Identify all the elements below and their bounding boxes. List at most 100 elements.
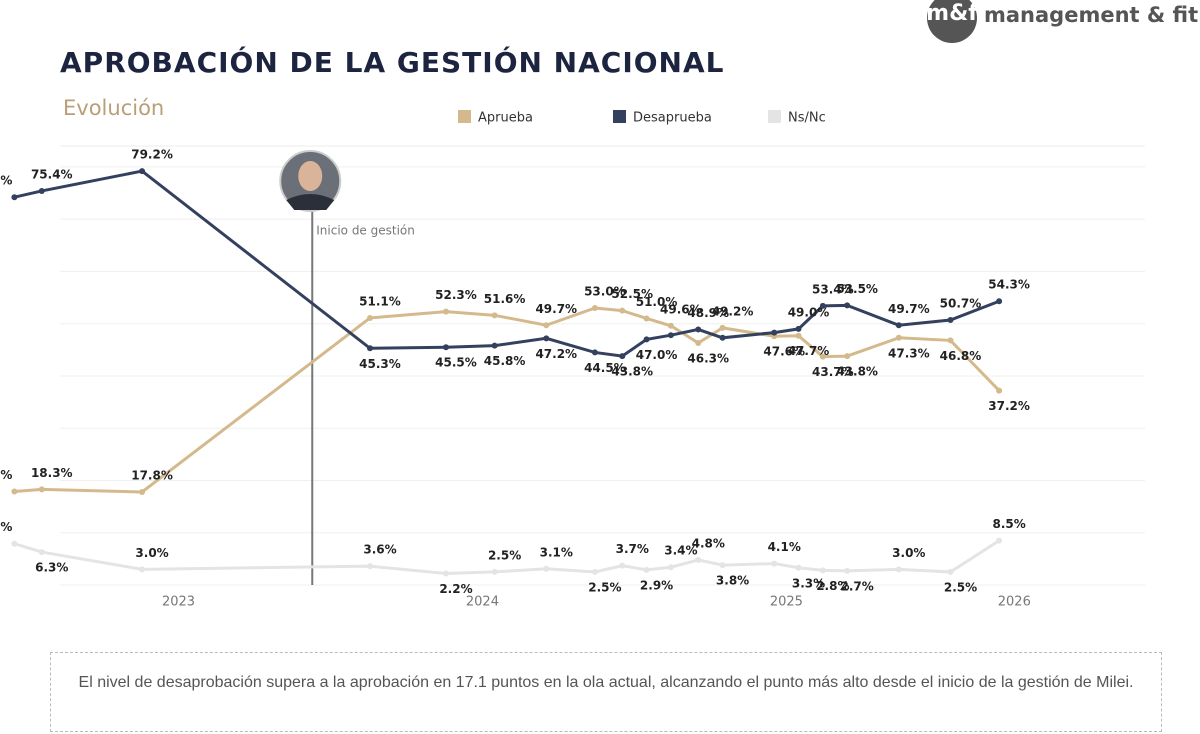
data-point: [795, 325, 802, 332]
data-label: 17.9%: [0, 468, 12, 482]
data-label: 47.7%: [788, 344, 830, 358]
data-label: 50.7%: [940, 297, 982, 311]
data-point: [543, 565, 550, 572]
data-point: [819, 567, 826, 574]
data-point: [819, 353, 826, 360]
data-label: 3.0%: [135, 546, 168, 560]
data-point: [844, 353, 851, 360]
data-point: [38, 549, 45, 556]
data-label: 52.5%: [611, 287, 653, 301]
data-point: [591, 305, 598, 312]
data-point: [38, 187, 45, 194]
data-point: [139, 168, 146, 175]
data-point: [996, 298, 1003, 305]
data-label: 4.8%: [692, 536, 725, 550]
data-label: 3.4%: [664, 544, 697, 558]
data-point: [795, 332, 802, 339]
series-line: [14, 169, 1000, 358]
data-label: 3.0%: [892, 546, 925, 560]
footer-note: El nivel de desaprobación supera a la ap…: [50, 652, 1162, 732]
data-label: 53.5%: [836, 282, 878, 296]
data-label: 51.0%: [636, 295, 678, 309]
data-point: [591, 349, 598, 356]
data-label: 43.8%: [836, 365, 878, 379]
x-tick-label: 2023: [162, 595, 195, 610]
x-tick-label: 2024: [466, 595, 499, 610]
data-label: 37.2%: [988, 399, 1030, 413]
data-point: [491, 568, 498, 575]
data-point: [719, 562, 726, 569]
data-point: [643, 315, 650, 322]
data-point: [844, 567, 851, 574]
data-point: [844, 302, 851, 309]
x-tick-label: 2026: [998, 595, 1031, 610]
data-label: 51.6%: [484, 292, 526, 306]
data-label: 43.8%: [611, 365, 653, 379]
data-point: [139, 566, 146, 573]
data-label: 49.0%: [788, 305, 830, 319]
data-label: 2.2%: [439, 582, 472, 596]
data-label: 52.3%: [435, 288, 477, 302]
data-label: 2.8%: [816, 579, 849, 593]
data-label: 49.7%: [535, 302, 577, 316]
data-point: [947, 568, 954, 575]
data-point: [895, 322, 902, 329]
data-point: [695, 556, 702, 563]
data-label: 49.7%: [888, 302, 930, 316]
data-label: 7.9%: [0, 520, 12, 534]
data-label: 48.9%: [687, 306, 729, 320]
data-point: [795, 564, 802, 571]
data-label: 45.3%: [359, 357, 401, 371]
data-label: 49.2%: [712, 304, 754, 318]
data-point: [139, 488, 146, 495]
data-label: 47.2%: [535, 347, 577, 361]
series-line: [13, 539, 1000, 576]
data-label: 4.1%: [768, 540, 801, 554]
chart-title: APROBACIÓN DE LA GESTIÓN NACIONAL: [60, 45, 725, 79]
avatar-face: [298, 161, 323, 191]
data-label: 2.7%: [841, 579, 874, 593]
data-point: [695, 326, 702, 333]
data-label: 3.1%: [540, 545, 573, 559]
data-label: 45.5%: [435, 356, 477, 370]
data-point: [442, 308, 449, 315]
annotation-text: Inicio de gestión: [316, 224, 415, 238]
chart: m&f management & fit APROBACIÓN DE LA GE…: [0, 0, 1198, 610]
legend-label: Aprueba: [478, 111, 533, 126]
series-line: [14, 306, 1001, 494]
data-label: 49.6%: [660, 302, 702, 316]
brand-name: management & fit: [984, 3, 1198, 27]
x-tick-label: 2025: [770, 595, 803, 610]
chart-subtitle: Evolución: [63, 96, 164, 120]
data-label: 79.2%: [131, 148, 173, 162]
legend-swatch: [768, 110, 781, 123]
data-label: 3.3%: [792, 576, 825, 590]
data-label: 2.5%: [944, 580, 977, 594]
data-point: [11, 540, 18, 547]
data-point: [947, 337, 954, 344]
data-point: [38, 486, 45, 493]
data-point: [491, 342, 498, 349]
data-point: [996, 387, 1003, 394]
data-label: 53.4%: [812, 282, 854, 296]
data-point: [591, 568, 598, 575]
data-point: [667, 332, 674, 339]
data-point: [719, 334, 726, 341]
data-label: 43.7%: [812, 365, 854, 379]
data-point: [947, 317, 954, 324]
data-point: [442, 570, 449, 577]
data-point: [996, 537, 1003, 544]
data-label: 47.3%: [888, 346, 930, 360]
avatar-body: [286, 194, 335, 210]
data-point: [11, 488, 18, 495]
logo: m&f: [926, 1, 978, 26]
data-label: 51.1%: [359, 294, 401, 308]
data-point: [367, 314, 373, 321]
data-label: 46.8%: [940, 349, 982, 363]
data-point: [643, 566, 650, 573]
data-point: [643, 336, 650, 343]
data-point: [895, 334, 902, 341]
data-label: 6.3%: [35, 561, 68, 575]
data-label: 47.6%: [763, 345, 805, 359]
data-point: [367, 345, 373, 352]
